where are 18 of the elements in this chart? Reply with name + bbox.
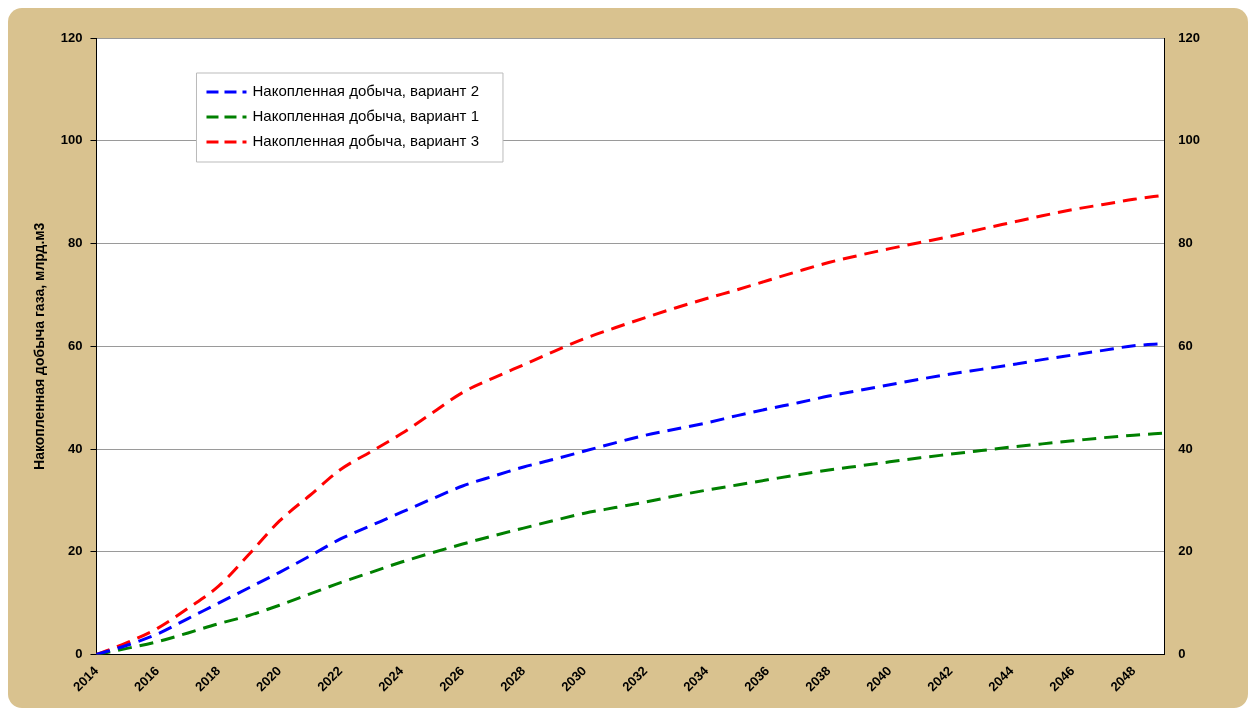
y2-tick-label: 20: [1178, 543, 1193, 559]
y-tick-label: 80: [68, 235, 83, 251]
y-tick-label: 40: [68, 440, 83, 456]
y2-tick-label: 60: [1178, 337, 1193, 353]
legend-label: Накопленная добыча, вариант 2: [252, 82, 479, 100]
legend-label: Накопленная добыча, вариант 1: [252, 107, 479, 125]
y-axis-title: Накопленная добыча газа, млрд.м3: [31, 222, 48, 470]
y-tick-label: 120: [60, 29, 83, 45]
y2-tick-label: 0: [1178, 646, 1186, 662]
y-tick-label: 0: [75, 646, 83, 662]
y2-tick-label: 120: [1178, 29, 1201, 45]
y2-tick-label: 80: [1178, 235, 1193, 251]
y2-tick-label: 100: [1178, 132, 1201, 148]
legend-label: Накопленная добыча, вариант 3: [252, 132, 479, 150]
y-tick-label: 100: [60, 132, 83, 148]
y-tick-label: 20: [68, 543, 83, 559]
y2-tick-label: 40: [1178, 440, 1193, 456]
y-tick-label: 60: [68, 337, 83, 353]
